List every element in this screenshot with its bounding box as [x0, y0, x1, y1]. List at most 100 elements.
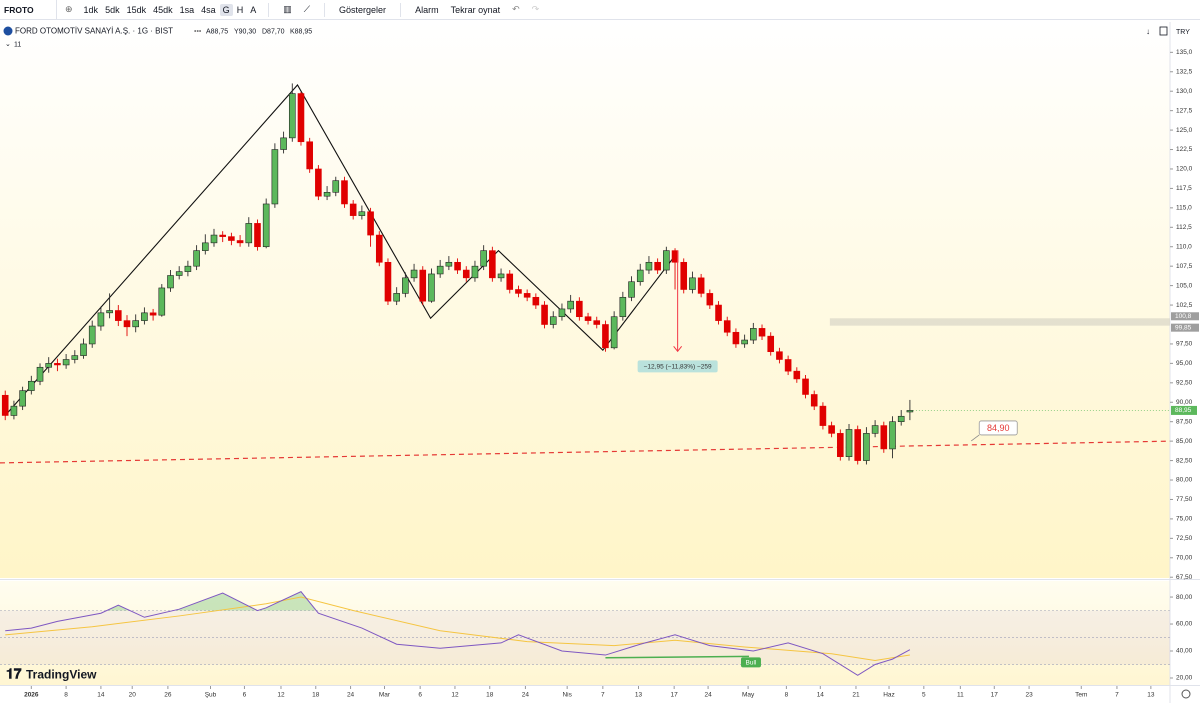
download-icon[interactable]: ↓: [1146, 27, 1150, 36]
zone-price-label: 100,8: [1175, 313, 1192, 320]
x-tick-label: 2026: [24, 692, 39, 699]
legend-dots: •••: [194, 28, 202, 35]
interval[interactable]: 4sa: [201, 4, 216, 15]
indicators-button[interactable]: Göstergeler: [339, 4, 387, 15]
x-tick-label: Tem: [1075, 692, 1087, 699]
x-tick-label: 17: [991, 692, 999, 699]
toolbar: FROTO ⊕ 1dk 5dk 15dk 45dk 1sa 4sa G H A ▥ ⟋ Göst…: [0, 0, 1200, 20]
candle-body: [732, 331, 740, 345]
candle-body: [210, 234, 218, 244]
candle-body: [515, 289, 522, 294]
candle-body: [750, 328, 757, 341]
candle-body: [871, 425, 879, 434]
zone-price-box: [1171, 312, 1199, 321]
candle-body: [428, 273, 435, 302]
candle-body: [854, 429, 862, 461]
candle-body: [523, 293, 531, 298]
candle-body: [506, 273, 514, 290]
candle-body: [793, 370, 801, 380]
y-tick-label: 132,5: [1176, 68, 1193, 75]
intervals: 1dk 5dk 15dk 45dk 1sa 4sa G H A: [81, 3, 261, 16]
divergence-label-box: [740, 657, 761, 668]
draw-tool[interactable]: ⟋: [303, 4, 311, 14]
ohlc-value: Y90,30: [234, 28, 256, 35]
candle-body: [28, 380, 35, 391]
interval[interactable]: 1dk: [83, 4, 99, 15]
indicator-toggle[interactable]: ⌄: [5, 41, 11, 48]
zone-price-box: [1171, 323, 1199, 332]
interval[interactable]: 5dk: [105, 4, 120, 15]
y-tick-label: 117,5: [1176, 185, 1192, 192]
y-tick-label: 85,00: [1176, 438, 1193, 445]
interval[interactable]: 15dk: [126, 4, 147, 15]
candle-body: [802, 378, 809, 395]
candle-body: [158, 287, 166, 316]
y-tick-label: 105,0: [1176, 282, 1193, 289]
x-tick-label: 24: [522, 692, 530, 699]
candle-body: [880, 425, 888, 450]
divergence-line: [605, 655, 749, 659]
candle-body: [141, 312, 148, 321]
x-tick-label: Mar: [379, 692, 391, 699]
y-tick-label: 127,5: [1176, 107, 1193, 114]
zone: [829, 318, 1170, 326]
x-tick-label: Şub: [205, 692, 217, 699]
candle-body: [636, 269, 644, 283]
symbol-logo: [3, 26, 13, 36]
x-tick-label: 21: [852, 692, 860, 699]
y-tick-label: 125,0: [1176, 127, 1193, 134]
y-tick-label: 80,00: [1176, 477, 1193, 484]
x-tick-label: 20: [129, 692, 137, 699]
rsi-tick-label: 20,00: [1176, 675, 1193, 682]
y-tick-label: 135,0: [1176, 49, 1193, 56]
fullscreen-icon[interactable]: [1159, 26, 1168, 36]
chart-type[interactable]: ▥: [283, 4, 292, 14]
x-tick-label: 6: [243, 692, 247, 699]
x-tick-label: 24: [347, 692, 355, 699]
interval[interactable]: H: [236, 4, 244, 15]
brand-logo: 𝟏𝟕: [6, 666, 22, 682]
symbol[interactable]: FROTO: [4, 0, 57, 20]
x-tick-label: 11: [957, 692, 964, 699]
ohlc-value: A88,75: [206, 28, 228, 35]
candle-body: [280, 137, 287, 150]
redo[interactable]: ↷: [531, 4, 540, 14]
candle-body: [654, 261, 661, 271]
y-tick-label: 92,50: [1176, 380, 1193, 387]
candle-body: [10, 405, 18, 416]
trend-label-pointer: [971, 434, 980, 442]
candle-body: [219, 234, 226, 237]
candle-body: [323, 191, 331, 197]
y-tick-label: 77,50: [1176, 496, 1193, 503]
interval[interactable]: 45dk: [153, 4, 173, 15]
candle-body: [288, 93, 296, 139]
candle-body: [271, 149, 279, 205]
candle-body: [193, 250, 200, 267]
alarm-button[interactable]: Alarm: [415, 4, 439, 15]
x-tick-label: 12: [451, 692, 459, 699]
replay-button[interactable]: Tekrar oynat: [450, 4, 501, 15]
x-tick-label: 14: [97, 692, 105, 699]
trend-label-box: [978, 420, 1018, 436]
candle-body: [663, 250, 670, 271]
chart: FORD OTOMOTİV SANAYİ A.Ş. · 1G · BIST ••…: [0, 22, 1200, 703]
add-symbol[interactable]: ⊕: [65, 4, 73, 14]
interval[interactable]: 1sa: [179, 4, 195, 15]
interval[interactable]: G: [219, 3, 233, 16]
y-tick-label: 87,50: [1176, 418, 1193, 425]
candle-body: [480, 250, 487, 267]
indicator-count: 11: [14, 41, 21, 48]
y-tick-label: 120,0: [1176, 166, 1193, 173]
candle-body: [71, 355, 79, 360]
undo[interactable]: ↶: [512, 4, 520, 14]
rsi-line: [5, 596, 910, 661]
x-tick-label: 7: [601, 692, 605, 699]
candle-body: [567, 300, 574, 310]
y-tick-label: 82,50: [1176, 457, 1193, 464]
candle-body: [262, 203, 270, 248]
interval[interactable]: A: [250, 4, 257, 15]
settings-icon[interactable]: [1181, 689, 1191, 699]
candle-body: [645, 261, 653, 271]
y-tick-label: 107,5: [1176, 263, 1193, 270]
candle-body: [776, 351, 783, 360]
